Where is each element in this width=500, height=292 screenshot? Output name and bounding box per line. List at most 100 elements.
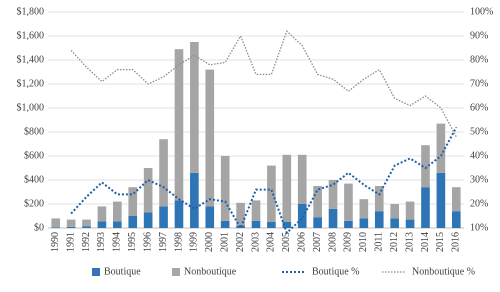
bar bbox=[82, 226, 91, 228]
x-tick-label: 1993 bbox=[96, 232, 107, 252]
bar bbox=[436, 123, 446, 173]
bar bbox=[405, 201, 415, 220]
x-tick-label: 2016 bbox=[451, 232, 462, 252]
legend-swatch bbox=[172, 268, 180, 276]
x-tick-label: 1998 bbox=[173, 232, 184, 252]
x-tick-label: 2011 bbox=[374, 232, 385, 252]
y-tick-label: $1,400 bbox=[17, 54, 45, 65]
bar bbox=[344, 183, 353, 221]
x-tick-label: 2005 bbox=[281, 232, 292, 252]
bar bbox=[436, 172, 446, 228]
y2-tick-label: 90% bbox=[470, 30, 488, 41]
bar bbox=[451, 187, 461, 212]
legend-swatch bbox=[92, 268, 100, 276]
y2-tick-label: 70% bbox=[470, 78, 488, 89]
bar bbox=[174, 49, 184, 201]
y-tick-label: $1,800 bbox=[17, 6, 45, 17]
x-tick-label: 2002 bbox=[235, 232, 246, 252]
x-tick-label: 2004 bbox=[266, 232, 277, 252]
x-tick-label: 2014 bbox=[420, 232, 431, 252]
y2-tick-label: 10% bbox=[470, 222, 488, 233]
x-tick-label: 2000 bbox=[204, 232, 215, 252]
bar bbox=[82, 219, 91, 227]
bar bbox=[190, 172, 199, 228]
line bbox=[70, 30, 457, 138]
x-tick-label: 2001 bbox=[219, 232, 230, 252]
legend-label: Boutique % bbox=[312, 266, 360, 277]
bar bbox=[374, 186, 384, 212]
bar bbox=[297, 204, 307, 228]
bar bbox=[66, 219, 76, 227]
bar bbox=[113, 221, 122, 228]
y2-tick-label: 100% bbox=[470, 6, 493, 17]
y-tick-label: $1,000 bbox=[17, 102, 45, 113]
bar bbox=[97, 221, 107, 228]
bar bbox=[128, 187, 138, 216]
bar bbox=[190, 42, 199, 173]
x-tick-label: 1995 bbox=[127, 232, 138, 252]
bar bbox=[451, 211, 461, 228]
y-tick-label: $800 bbox=[24, 126, 44, 137]
bar bbox=[174, 200, 184, 228]
bar bbox=[359, 218, 369, 228]
x-tick-label: 2007 bbox=[312, 232, 323, 252]
legend-label: Nonboutique % bbox=[412, 266, 475, 277]
bar bbox=[328, 208, 338, 228]
bar bbox=[421, 187, 430, 228]
bar bbox=[66, 226, 76, 228]
bar bbox=[297, 154, 307, 204]
x-tick-label: 2003 bbox=[250, 232, 261, 252]
bar bbox=[143, 212, 153, 228]
bar bbox=[51, 218, 61, 228]
bar bbox=[159, 139, 168, 207]
bar bbox=[128, 216, 138, 228]
legend: Boutique Nonboutique Boutique % Nonboutique… bbox=[92, 266, 475, 277]
bar bbox=[251, 220, 261, 228]
bar bbox=[51, 227, 61, 228]
y-tick-label: $600 bbox=[24, 150, 44, 161]
y2-tick-label: 30% bbox=[470, 174, 488, 185]
x-tick-label: 1999 bbox=[189, 232, 200, 252]
y2-tick-label: 80% bbox=[470, 54, 488, 65]
x-tick-label: 1994 bbox=[112, 232, 123, 252]
bar bbox=[374, 211, 384, 228]
bar bbox=[267, 165, 276, 222]
bar bbox=[205, 206, 215, 228]
y2-tick-label: 50% bbox=[470, 126, 488, 137]
x-tick-label: 2013 bbox=[404, 232, 415, 252]
y-tick-label: $0 bbox=[34, 222, 44, 233]
bar bbox=[421, 145, 430, 188]
bar bbox=[220, 156, 230, 221]
bar bbox=[205, 69, 215, 207]
y2-tick-label: 60% bbox=[470, 102, 488, 113]
y-tick-label: $400 bbox=[24, 174, 44, 185]
bar bbox=[390, 218, 399, 228]
bar bbox=[328, 180, 338, 209]
legend-label: Boutique bbox=[104, 266, 141, 277]
bar bbox=[159, 206, 168, 228]
bar bbox=[282, 154, 292, 222]
bar bbox=[313, 217, 322, 228]
bar bbox=[220, 220, 230, 228]
x-tick-label: 2008 bbox=[327, 232, 338, 252]
bar bbox=[344, 220, 353, 228]
bar bbox=[390, 204, 399, 219]
bar bbox=[359, 199, 369, 219]
x-tick-label: 2006 bbox=[297, 232, 308, 252]
y-tick-label: $1,600 bbox=[17, 30, 45, 41]
bar bbox=[236, 202, 245, 226]
legend-label: Nonboutique bbox=[184, 266, 237, 277]
x-tick-label: 2010 bbox=[358, 232, 369, 252]
x-tick-label: 2015 bbox=[435, 232, 446, 252]
bar bbox=[405, 219, 415, 228]
bar bbox=[97, 206, 107, 222]
y-tick-label: $1,200 bbox=[17, 78, 45, 89]
x-tick-label: 1991 bbox=[65, 232, 76, 252]
y2-tick-label: 20% bbox=[470, 198, 488, 209]
bar bbox=[251, 200, 261, 221]
bar bbox=[282, 222, 292, 228]
bar bbox=[113, 201, 122, 222]
x-tick-label: 1996 bbox=[142, 232, 153, 252]
bar bbox=[143, 168, 153, 213]
